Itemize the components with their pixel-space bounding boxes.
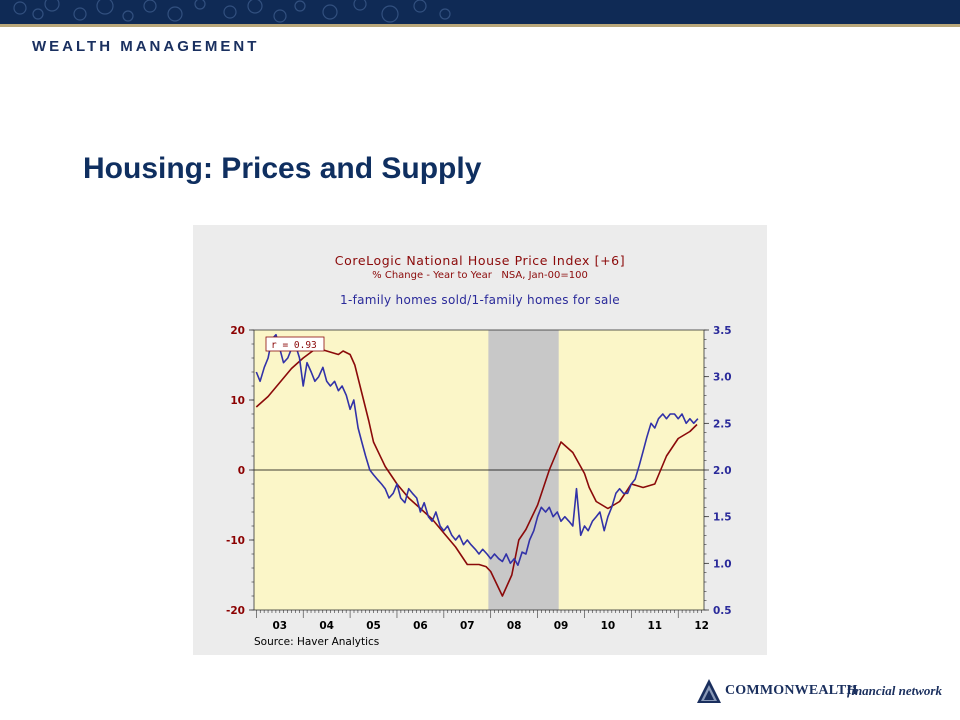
right-axis-tick-label: 1.0 bbox=[713, 558, 732, 570]
right-axis-tick-label: 0.5 bbox=[713, 605, 732, 617]
logo-name: COMMONWEALTH bbox=[725, 683, 858, 698]
x-axis-tick-label: 05 bbox=[366, 620, 381, 632]
chart-subtitle: % Change - Year to Year NSA, Jan-00=100 bbox=[372, 270, 588, 281]
x-axis-tick-label: 03 bbox=[272, 620, 287, 632]
chart-title-2: 1-family homes sold/1-family homes for s… bbox=[340, 293, 620, 307]
chart-svg: CoreLogic National House Price Index [+6… bbox=[226, 253, 732, 632]
mountain-peaks-icon bbox=[697, 679, 721, 703]
x-axis-tick-label: 11 bbox=[647, 620, 662, 632]
top-banner bbox=[0, 0, 960, 24]
left-axis-tick-label: -10 bbox=[226, 535, 245, 547]
plot-layer: -20 -10 0 10 20 0.5 1.0 1.5 2.0 2.5 3.0 3.5 03 04 05 06… bbox=[226, 325, 732, 632]
right-axis-tick-label: 2.5 bbox=[713, 418, 732, 430]
x-axis-tick-label: 12 bbox=[694, 620, 709, 632]
right-axis-tick-label: 1.5 bbox=[713, 512, 732, 524]
correlation-box bbox=[265, 336, 325, 352]
banner-pattern bbox=[13, 0, 451, 23]
left-axis-tick-label: -20 bbox=[226, 605, 245, 617]
logo-tagline: financial network bbox=[847, 683, 942, 698]
slide-title: Housing: Prices and Supply bbox=[83, 152, 482, 185]
x-axis-tick-label: 10 bbox=[601, 620, 616, 632]
brand-wordmark: WEALTH MANAGEMENT bbox=[32, 38, 260, 55]
banner-rule bbox=[0, 24, 960, 27]
right-axis-tick-label: 3.0 bbox=[713, 372, 732, 384]
commonwealth-logo: COMMONWEALTH financial network bbox=[695, 677, 945, 707]
right-axis-tick-label: 3.5 bbox=[713, 325, 732, 337]
series-line-homes-sold-ratio bbox=[255, 333, 699, 567]
chart-title: CoreLogic National House Price Index [+6… bbox=[335, 253, 625, 268]
left-axis-tick-label: 0 bbox=[238, 465, 245, 477]
right-axis-tick-label: 2.0 bbox=[713, 465, 732, 477]
x-axis-tick-label: 08 bbox=[507, 620, 522, 632]
chart-panel: CoreLogic National House Price Index [+6… bbox=[193, 225, 767, 655]
left-axis-tick-label: 10 bbox=[230, 395, 245, 407]
series-line-house-price-index bbox=[255, 346, 698, 597]
x-axis-tick-label: 09 bbox=[554, 620, 569, 632]
x-axis-tick-label: 07 bbox=[460, 620, 475, 632]
x-axis-tick-label: 04 bbox=[319, 620, 334, 632]
left-axis-tick-label: 20 bbox=[230, 325, 245, 337]
x-axis-tick-label: 06 bbox=[413, 620, 428, 632]
correlation-label: r = 0.93 bbox=[271, 340, 317, 351]
chart-source: Source: Haver Analytics bbox=[254, 636, 380, 648]
